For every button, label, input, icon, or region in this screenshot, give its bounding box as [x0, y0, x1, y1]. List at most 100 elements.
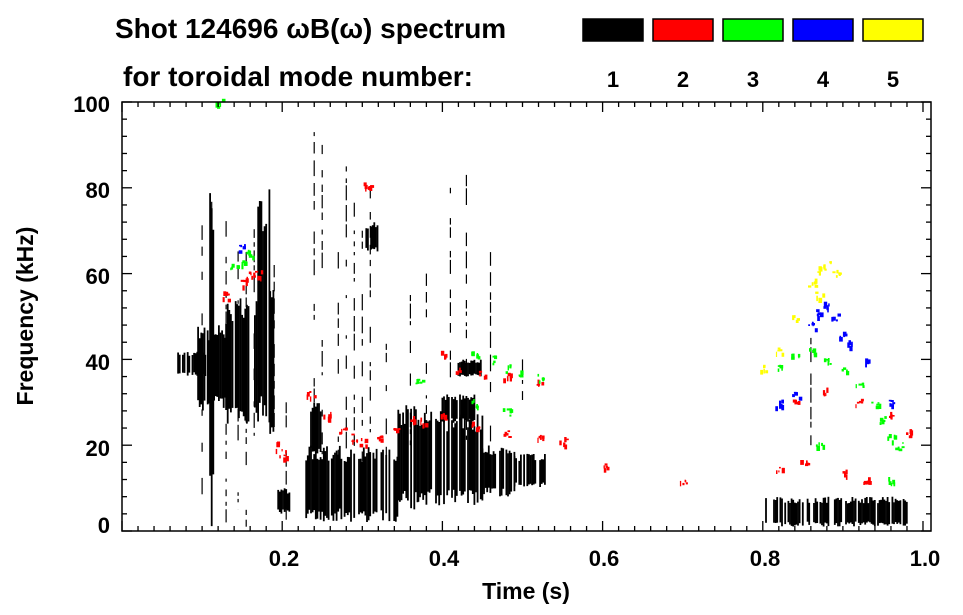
spectral-point: [480, 370, 483, 373]
spectral-point: [244, 261, 248, 266]
spectral-point: [878, 403, 882, 409]
spectral-point: [246, 251, 249, 255]
spectral-point: [309, 396, 312, 402]
spectral-point: [893, 482, 896, 487]
y-tick-label: 20: [86, 436, 110, 461]
spectral-point: [377, 437, 381, 440]
spectral-point: [351, 433, 355, 436]
spectral-point: [823, 265, 825, 269]
spectral-point: [507, 372, 511, 377]
spectral-point: [876, 403, 880, 406]
legend-swatch-3: [722, 18, 784, 42]
spectral-point: [879, 417, 884, 422]
spectral-point: [441, 351, 444, 354]
spectral-point: [851, 341, 853, 347]
spectral-point: [861, 382, 864, 386]
spectral-point: [538, 435, 542, 439]
spectral-point: [779, 400, 782, 407]
spectral-point: [891, 440, 894, 446]
spectral-point: [796, 318, 800, 321]
spectral-point: [283, 454, 287, 457]
spectral-point: [823, 301, 828, 307]
spectral-point: [835, 275, 838, 278]
spectral-point: [541, 382, 545, 386]
spectral-point: [443, 414, 448, 420]
spectral-point: [416, 379, 420, 384]
spectral-point: [906, 432, 909, 435]
spectral-point: [882, 419, 886, 422]
spectral-point: [839, 336, 843, 342]
spectral-point: [419, 381, 423, 384]
spectral-point: [822, 444, 826, 450]
spectral-point: [823, 306, 827, 309]
spectral-point: [776, 470, 778, 474]
spectral-point: [444, 419, 448, 421]
spectral-point: [893, 435, 898, 440]
spectral-point: [503, 378, 506, 384]
x-tick-label: 0.4: [429, 546, 460, 571]
spectral-point: [356, 439, 359, 442]
spectral-point: [837, 313, 841, 317]
spectral-point: [893, 434, 896, 440]
spectral-point: [492, 362, 495, 366]
spectral-point: [341, 428, 343, 435]
spectral-point: [820, 312, 824, 318]
spectral-point: [537, 373, 540, 377]
spectral-point: [879, 422, 882, 425]
spectral-point: [509, 414, 512, 417]
spectral-point: [856, 401, 860, 404]
spectral-point: [396, 428, 400, 434]
spectral-point: [476, 353, 479, 359]
legend-label-2: 2: [677, 67, 689, 92]
spectral-point: [380, 438, 384, 443]
spectral-point: [275, 448, 278, 455]
spectral-point: [250, 272, 252, 276]
spectral-point: [422, 379, 426, 383]
spectral-point: [393, 428, 396, 431]
spectral-point: [866, 480, 870, 485]
spectral-point: [794, 392, 798, 396]
legend: 1 2 3 4 5: [582, 18, 924, 92]
spectral-point: [868, 481, 872, 485]
spectral-point: [445, 353, 448, 358]
spectral-point: [285, 450, 287, 454]
spectral-point: [509, 373, 513, 379]
spectral-point: [224, 291, 229, 296]
spectral-point: [494, 355, 498, 360]
y-tick-label: 0: [98, 513, 110, 538]
spectral-point: [781, 404, 785, 411]
spectral-point: [260, 276, 262, 282]
spectral-point: [832, 271, 836, 274]
spectral-point: [471, 421, 475, 427]
spectral-point: [276, 442, 280, 448]
spectral-point: [504, 431, 508, 436]
spectral-point: [241, 264, 244, 270]
spectral-point: [828, 303, 830, 307]
spectral-point: [829, 261, 832, 264]
spectral-point: [248, 254, 253, 258]
spectral-point: [306, 392, 310, 397]
spectral-point: [848, 340, 851, 344]
spectral-point: [836, 269, 839, 274]
spectral-point: [323, 414, 326, 420]
spectral-point: [420, 417, 423, 422]
spectral-point: [343, 428, 346, 431]
spectral-point: [483, 375, 486, 380]
spectral-point: [875, 405, 880, 410]
spectral-point: [243, 279, 246, 283]
spectral-point: [901, 446, 905, 449]
spectral-point: [855, 404, 857, 409]
spectral-point: [564, 444, 568, 450]
spectral-point: [888, 399, 892, 402]
title-group: Shot 124696 ωB(ω) spectrum for toroidal …: [115, 13, 506, 92]
spectral-point: [420, 420, 422, 426]
spectral-point: [309, 391, 312, 393]
spectral-point: [238, 250, 243, 254]
spectral-point: [603, 468, 607, 473]
spectral-point: [795, 319, 799, 323]
spectral-point: [781, 399, 784, 404]
spectral-point: [260, 270, 264, 275]
spectral-point: [442, 413, 445, 417]
legend-swatch-1: [582, 18, 644, 42]
